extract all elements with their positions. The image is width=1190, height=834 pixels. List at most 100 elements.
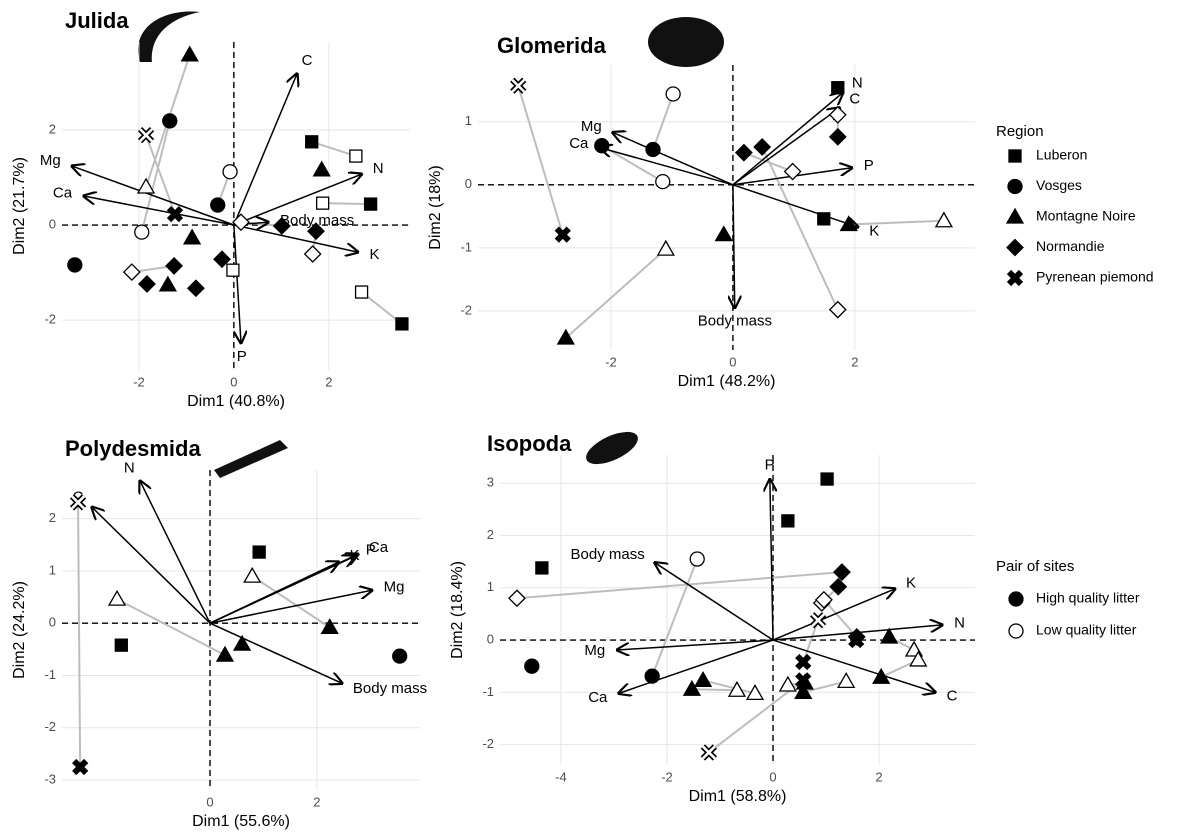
y-tick-label: -1 [460, 239, 472, 254]
x-tick-label: 0 [230, 374, 237, 389]
legend-title: Pair of sites [996, 558, 1074, 575]
site-point [213, 250, 231, 269]
arrow-label: Ca [53, 184, 73, 201]
pair-line [322, 202, 371, 206]
arrow-label: C [302, 52, 313, 69]
site-point [320, 618, 339, 635]
cross-inner [701, 745, 716, 760]
site-point [644, 668, 660, 684]
legend-marker [1006, 238, 1024, 257]
site-point [645, 141, 661, 158]
loading-arrow [772, 639, 935, 692]
site-point [837, 672, 856, 689]
pair-line [251, 575, 331, 629]
site-point [879, 627, 899, 644]
site-point [363, 197, 378, 211]
site-point [349, 149, 363, 163]
pair-line [702, 679, 756, 695]
loading-arrow [72, 166, 235, 226]
site-point [305, 135, 319, 149]
site-point [848, 631, 865, 649]
loading-arrow [770, 480, 773, 641]
site-point [693, 671, 713, 687]
site-point [783, 162, 802, 181]
site-point [182, 228, 202, 245]
y-tick-label: 2 [49, 510, 56, 525]
site-point [689, 551, 705, 567]
site-point [165, 256, 183, 275]
pair-line [651, 558, 699, 677]
site-point [122, 263, 141, 281]
site-point [303, 245, 322, 263]
loading-arrow [619, 639, 774, 693]
pair-line [652, 93, 675, 150]
pair-line [516, 571, 843, 600]
legend-marker [1008, 149, 1022, 163]
site-point [312, 160, 331, 177]
cross-stroke [848, 631, 865, 649]
legend-marker [1006, 269, 1024, 287]
y-tick-label: 1 [49, 562, 56, 577]
loading-arrow [233, 224, 241, 343]
site-point [829, 577, 848, 596]
site-point [781, 514, 795, 528]
site-point [166, 205, 184, 223]
site-point [809, 612, 827, 629]
site-point [222, 164, 238, 180]
site-point [828, 105, 847, 124]
x-axis-label: Dim1 (40.8%) [187, 393, 285, 410]
arrow-label: P [765, 457, 775, 474]
loading-arrow [613, 132, 734, 186]
site-point [107, 589, 127, 606]
legend-label: Montagne Noire [1036, 208, 1136, 224]
y-tick-label: 3 [487, 475, 494, 490]
pair-line [140, 120, 171, 233]
arrow-label: K [906, 574, 916, 591]
panel-title: Isopoda [487, 431, 572, 456]
site-point [833, 563, 851, 582]
pair-line [708, 679, 804, 754]
cross-inner [71, 495, 85, 510]
site-point [745, 684, 765, 701]
legend-label: High quality litter [1036, 590, 1140, 606]
legend-label: Low quality litter [1036, 622, 1137, 638]
loading-arrow [233, 224, 358, 252]
arrow-label: Body mass [571, 546, 645, 563]
site-point [554, 226, 571, 243]
cross-stroke [1006, 269, 1024, 287]
pair-line [691, 688, 737, 692]
site-point [136, 177, 156, 194]
site-point [700, 744, 717, 761]
site-point [69, 494, 87, 511]
site-point [162, 113, 178, 129]
pair-line [802, 680, 847, 694]
site-point [817, 212, 831, 226]
x-tick-label: 0 [769, 769, 776, 784]
y-tick-label: -1 [482, 684, 494, 699]
y-tick-label: 0 [465, 176, 472, 191]
site-point [215, 645, 235, 662]
arrow-label: N [852, 75, 863, 92]
site-point [794, 683, 813, 699]
cross-stroke [795, 672, 812, 689]
x-axis-label: Dim1 (58.8%) [689, 788, 787, 805]
y-tick-label: -2 [44, 312, 56, 327]
y-tick-label: -2 [482, 736, 494, 751]
legend-title: Region [996, 123, 1044, 140]
x-tick-label: 2 [875, 769, 882, 784]
site-point [186, 279, 205, 298]
pair-line [565, 248, 667, 339]
arrow-label: C [849, 91, 860, 108]
site-point [665, 86, 681, 102]
pair-line [802, 619, 820, 663]
cross-stroke [166, 205, 184, 223]
site-point [392, 648, 408, 664]
pair-line [848, 219, 944, 226]
arrow-label: P [864, 157, 874, 174]
loading-arrow [732, 184, 858, 227]
cross-stroke [795, 653, 812, 671]
y-tick-label: 0 [49, 615, 56, 630]
x-tick-label: -2 [133, 374, 145, 389]
y-tick-label: 1 [487, 579, 494, 594]
panel-title: Glomerida [497, 33, 607, 58]
